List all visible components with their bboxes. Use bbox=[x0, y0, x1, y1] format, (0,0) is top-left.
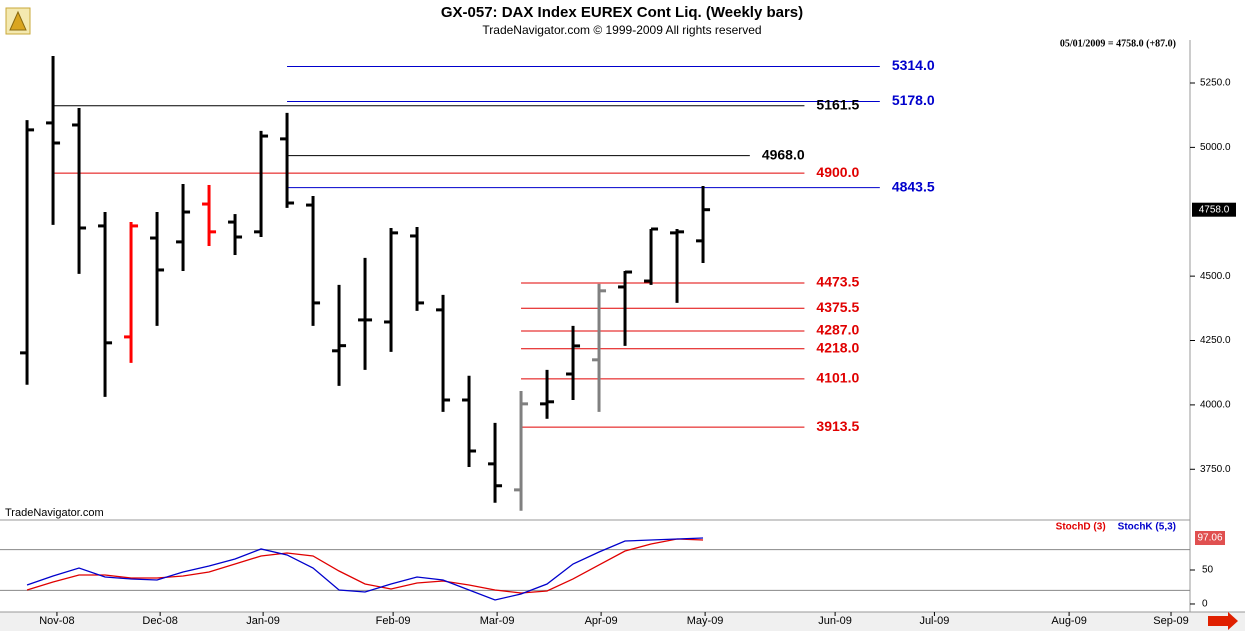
x-tick-label: Feb-09 bbox=[376, 615, 411, 627]
legend-entry: StochK (5,3) bbox=[1118, 522, 1176, 533]
y-tick-label: 4500.0 bbox=[1200, 271, 1231, 282]
level-label: 4968.0 bbox=[762, 146, 805, 162]
watermark: TradeNavigator.com bbox=[5, 507, 104, 519]
x-tick-label: May-09 bbox=[687, 615, 724, 627]
level-label: 3913.5 bbox=[816, 418, 859, 434]
x-tick-label: Aug-09 bbox=[1051, 615, 1086, 627]
y-tick-label: 50 bbox=[1202, 565, 1214, 576]
series-line bbox=[26, 538, 704, 594]
level-label: 4101.0 bbox=[816, 370, 859, 386]
level-label: 4218.0 bbox=[816, 339, 859, 355]
x-tick-label: Dec-08 bbox=[142, 615, 177, 627]
logo bbox=[5, 7, 31, 35]
chart-subtitle: TradeNavigator.com © 1999-2009 All right… bbox=[482, 23, 761, 37]
level-label: 4900.0 bbox=[816, 164, 859, 180]
status-text: 05/01/2009 = 4758.0 (+87.0) bbox=[1060, 38, 1176, 49]
level-label: 4287.0 bbox=[816, 322, 859, 338]
y-tick-label: 5000.0 bbox=[1200, 142, 1231, 153]
level-label: 5314.0 bbox=[892, 57, 935, 73]
series-line bbox=[26, 537, 704, 601]
x-tick-label: Jan-09 bbox=[246, 615, 280, 627]
price-marker-label: 4758.0 bbox=[1199, 204, 1230, 215]
x-tick-label: Mar-09 bbox=[480, 615, 515, 627]
y-tick-label: 3750.0 bbox=[1200, 464, 1231, 475]
scroll-arrow[interactable] bbox=[1208, 612, 1238, 630]
level-label: 5178.0 bbox=[892, 92, 935, 108]
x-tick-label: Jun-09 bbox=[818, 615, 852, 627]
x-tick-label: Jul-09 bbox=[919, 615, 949, 627]
y-tick-label: 0 bbox=[1202, 599, 1208, 610]
y-tick-label: 4250.0 bbox=[1200, 335, 1231, 346]
level-label: 4375.5 bbox=[816, 299, 859, 315]
chart-title: GX-057: DAX Index EUREX Cont Liq. (Weekl… bbox=[441, 4, 803, 21]
x-tick-label: Sep-09 bbox=[1153, 615, 1188, 627]
y-tick-label: 5250.0 bbox=[1200, 78, 1231, 89]
price-marker bbox=[1192, 202, 1236, 217]
value-flag-label: 97.06 bbox=[1197, 533, 1222, 544]
y-tick-label: 4000.0 bbox=[1200, 400, 1231, 411]
x-tick-label: Nov-08 bbox=[39, 615, 74, 627]
x-tick-label: Apr-09 bbox=[585, 615, 618, 627]
level-label: 4473.5 bbox=[816, 274, 859, 290]
value-flag bbox=[1195, 531, 1225, 546]
date-axis-band bbox=[0, 612, 1245, 631]
level-label: 5161.5 bbox=[816, 96, 859, 112]
level-label: 4843.5 bbox=[892, 178, 935, 194]
legend-entry: StochD (3) bbox=[1056, 522, 1106, 533]
